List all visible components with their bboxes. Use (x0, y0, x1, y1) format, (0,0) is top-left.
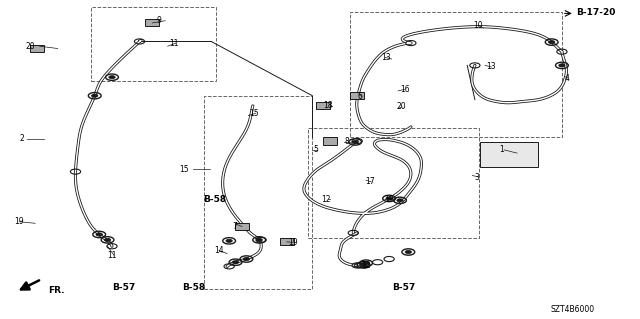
Text: 5: 5 (314, 145, 319, 154)
Text: 12: 12 (362, 261, 371, 270)
Text: 20: 20 (26, 42, 35, 51)
Text: 11: 11 (108, 251, 117, 260)
Bar (91, 7, 216, 81)
Text: 15: 15 (250, 109, 259, 118)
Bar (308, 128, 479, 238)
Bar (316, 102, 330, 109)
Circle shape (559, 64, 565, 67)
Bar (323, 137, 337, 145)
Text: 1: 1 (499, 145, 504, 154)
Text: 13: 13 (486, 63, 496, 71)
Circle shape (386, 197, 392, 200)
Text: 2: 2 (20, 134, 24, 143)
Bar (280, 238, 294, 245)
Text: B-58: B-58 (204, 195, 227, 204)
Bar (145, 19, 159, 26)
Circle shape (104, 238, 111, 241)
Text: 19: 19 (288, 238, 298, 247)
Bar (30, 45, 44, 52)
Text: 12: 12 (321, 195, 331, 204)
Text: FR.: FR. (48, 286, 65, 295)
Circle shape (397, 199, 403, 202)
Bar (350, 92, 364, 99)
Text: 16: 16 (400, 85, 410, 94)
Bar (480, 142, 538, 167)
Bar (235, 223, 249, 230)
Bar (204, 96, 312, 289)
Text: 14: 14 (214, 246, 224, 255)
Text: 9: 9 (157, 16, 162, 25)
Text: B-58: B-58 (182, 283, 205, 292)
Circle shape (243, 257, 250, 261)
Text: B-57: B-57 (112, 283, 135, 292)
Text: 10: 10 (474, 21, 483, 30)
Text: 6: 6 (357, 92, 362, 101)
Text: 17: 17 (365, 177, 374, 186)
Circle shape (548, 41, 555, 44)
Text: 13: 13 (381, 53, 390, 62)
Text: 20: 20 (397, 102, 406, 111)
Text: 4: 4 (564, 74, 570, 83)
Text: 8: 8 (344, 137, 349, 146)
Text: 19: 19 (384, 195, 394, 204)
Text: 18: 18 (323, 101, 333, 110)
Circle shape (226, 239, 232, 242)
Text: B-57: B-57 (392, 283, 415, 292)
Text: 15: 15 (179, 165, 189, 174)
Text: SZT4B6000: SZT4B6000 (550, 305, 595, 314)
Circle shape (109, 76, 115, 79)
Text: 19: 19 (14, 217, 24, 226)
Text: B-17-20: B-17-20 (576, 8, 616, 17)
Bar (350, 12, 562, 137)
Circle shape (405, 250, 412, 254)
Text: 7: 7 (232, 222, 237, 231)
Circle shape (360, 263, 367, 266)
Text: 3: 3 (475, 173, 480, 182)
Circle shape (352, 140, 358, 144)
Circle shape (232, 261, 239, 264)
Circle shape (96, 233, 102, 236)
Circle shape (92, 94, 98, 97)
Circle shape (256, 238, 262, 241)
Circle shape (363, 262, 369, 265)
Text: 11: 11 (170, 39, 179, 48)
